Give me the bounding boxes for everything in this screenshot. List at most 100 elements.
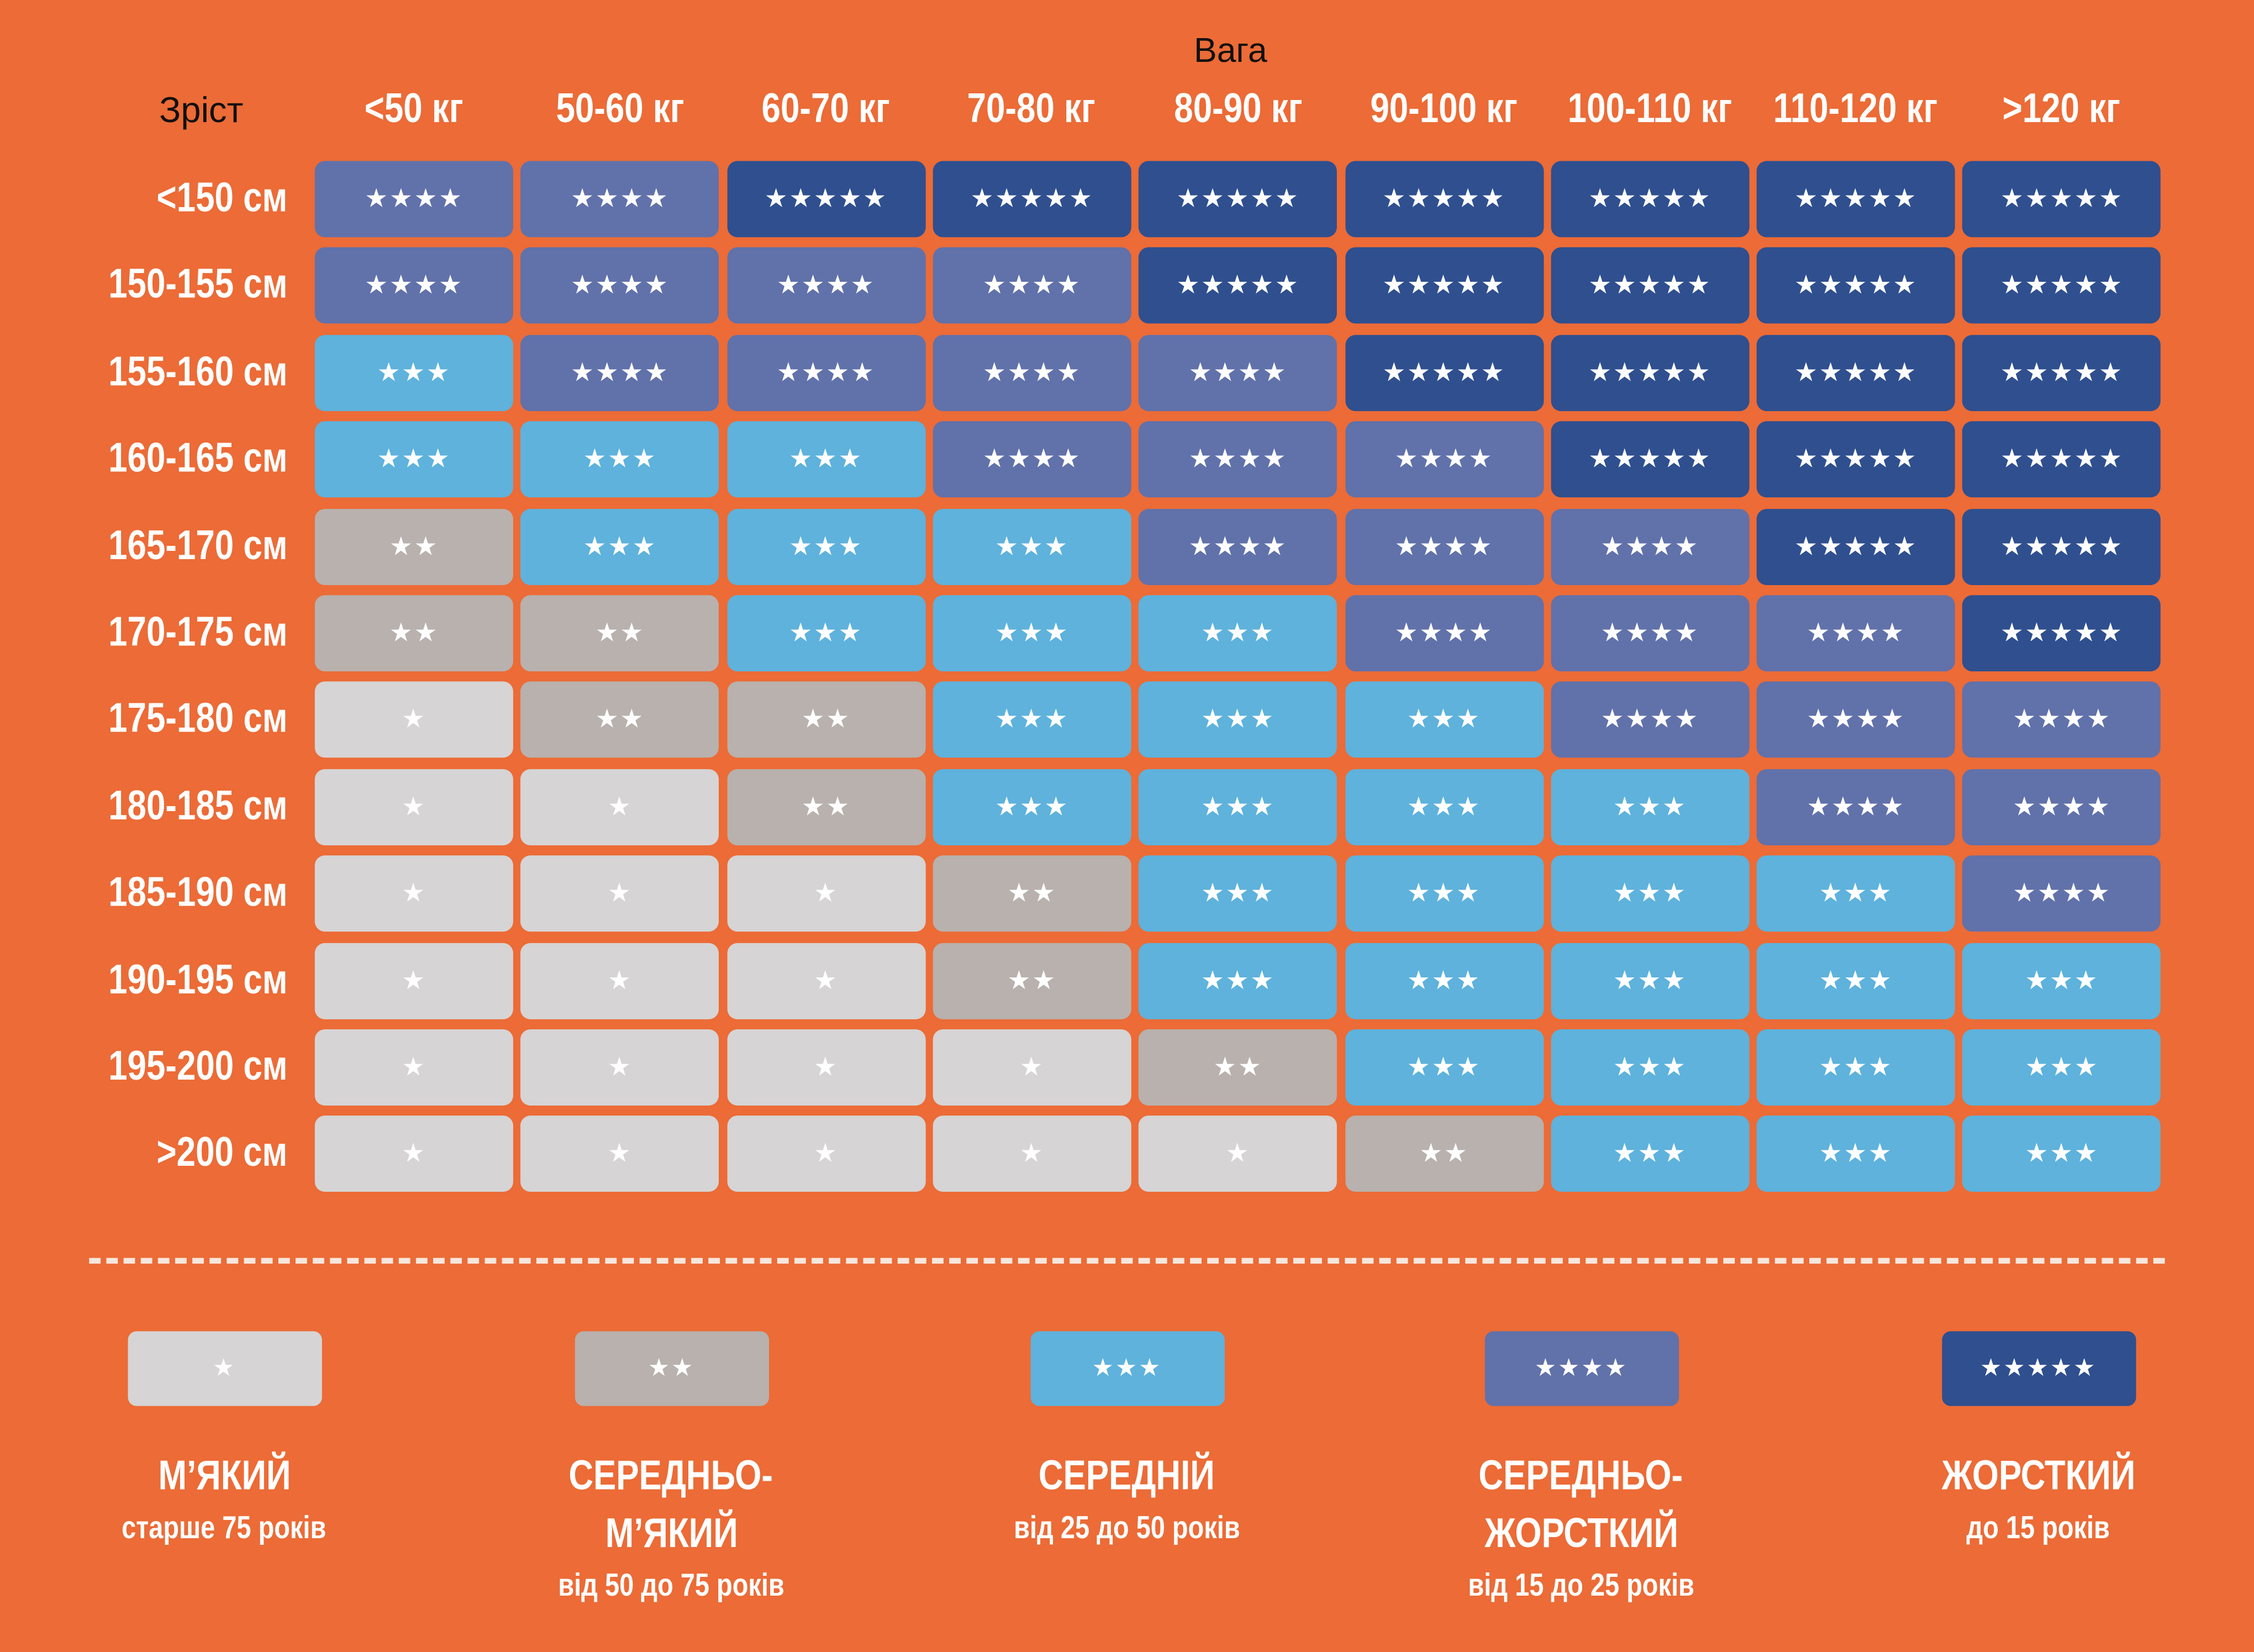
label-text: 165-170 см: [108, 523, 288, 569]
star-icon: ★★: [389, 618, 439, 647]
label-text: 80-90 кг: [1173, 86, 1302, 133]
star-icon: ★★★★: [776, 271, 876, 300]
star-icon: ★★★★★: [1794, 444, 1918, 473]
star-icon: ★★★★★: [2000, 357, 2124, 387]
grid-cell: ★★★: [933, 682, 1131, 759]
star-icon: ★★★★★: [970, 184, 1094, 213]
grid-cell: ★★★: [1139, 769, 1337, 845]
grid-cell: ★★★★: [1345, 508, 1544, 585]
legend-swatch: ★: [127, 1331, 322, 1406]
star-icon: ★★★: [1613, 878, 1687, 908]
star-icon: ★★★★★: [1176, 184, 1300, 213]
grid-cell: ★★★: [1139, 942, 1337, 1019]
star-icon: ★★★: [995, 792, 1069, 821]
star-icon: ★★★: [995, 704, 1069, 734]
star-icon: ★★★★: [2013, 878, 2111, 908]
label-text: СЕРЕДНЬО-: [1479, 1453, 1684, 1500]
star-icon: ★: [813, 1139, 839, 1168]
grid-cell: ★★★: [1139, 855, 1337, 932]
column-header: 100-110 кг: [1535, 86, 1765, 134]
grid-cell: ★★★: [726, 421, 925, 498]
grid-cell: ★★★★: [314, 248, 513, 324]
grid-cell: ★★★★: [1139, 421, 1337, 498]
star-icon: ★★★★: [1188, 444, 1287, 473]
grid-cell: ★★★: [1551, 1116, 1750, 1193]
grid-cell: ★★★★★: [1756, 421, 1955, 498]
star-icon: ★★: [389, 531, 439, 560]
star-icon: ★★★: [1819, 1139, 1893, 1168]
label-text: >120 кг: [2003, 86, 2121, 133]
grid-cell: ★★★: [1139, 595, 1337, 672]
grid-cell: ★★★★: [314, 161, 513, 238]
grid-cell: ★★★★: [1962, 682, 2161, 759]
legend-title: М’ЯКИЙ: [23, 1448, 426, 1505]
star-icon: ★★★★: [1600, 531, 1699, 560]
legend-title-line: ЖОРСТКИЙ: [1380, 1505, 1783, 1562]
star-icon: ★: [402, 704, 426, 734]
grid-cell: ★★★★★: [933, 161, 1131, 238]
star-icon: ★: [402, 965, 426, 995]
grid-cell: ★★★★: [1756, 682, 1955, 759]
star-icon: ★★★: [2025, 1139, 2099, 1168]
grid-cell: ★★★: [933, 508, 1131, 585]
grid-cell: ★★★★: [933, 421, 1131, 498]
grid-cell: ★★: [1139, 1029, 1337, 1106]
grid-cell: ★: [520, 855, 719, 932]
star-icon: ★★★★★: [2000, 618, 2124, 647]
star-icon: ★★: [647, 1354, 695, 1382]
label-text: 100-110 кг: [1567, 86, 1732, 133]
label-text: старше 75 років: [122, 1509, 326, 1546]
grid-cell: ★★★★: [520, 248, 719, 324]
star-icon: ★★★★★: [2000, 531, 2124, 560]
star-icon: ★★★★: [1394, 618, 1493, 647]
grid-cell: ★★★: [1345, 942, 1544, 1019]
grid-cell: ★★★: [1551, 855, 1750, 932]
row-header: <150 см: [29, 161, 288, 237]
star-icon: ★★★★: [982, 271, 1082, 300]
column-header: 60-70 кг: [711, 86, 941, 134]
grid-cell: ★★★: [1756, 942, 1955, 1019]
star-icon: ★★★★: [1807, 792, 1905, 821]
star-icon: ★★★: [789, 618, 863, 647]
star-icon: ★★★★: [776, 357, 876, 387]
label-text: до 15 років: [1966, 1509, 2110, 1546]
grid-cell: ★★★: [726, 595, 925, 672]
label-text: 160-165 см: [108, 435, 288, 482]
star-icon: ★★★★: [1534, 1354, 1628, 1382]
star-icon: ★★★★: [982, 444, 1082, 473]
star-icon: ★★★★: [571, 357, 670, 387]
grid-cell: ★★★★: [726, 248, 925, 324]
grid-cell: ★★★★★: [1756, 334, 1955, 411]
star-icon: ★★★★: [1394, 444, 1493, 473]
star-icon: ★★★: [1407, 965, 1481, 995]
star-icon: ★: [813, 965, 839, 995]
star-icon: ★★: [1213, 1052, 1263, 1081]
star-icon: ★★★: [1613, 1052, 1687, 1081]
grid-cell: ★: [726, 1029, 925, 1106]
grid-cell: ★★★: [1345, 855, 1544, 932]
star-icon: ★★★: [1407, 704, 1481, 734]
grid-cell: ★★★★: [933, 248, 1131, 324]
column-header: >120 кг: [1947, 86, 2177, 134]
star-icon: ★★★: [995, 618, 1069, 647]
grid-cell: ★★★★: [1962, 855, 2161, 932]
legend-subtitle: від 50 до 75 років: [470, 1567, 873, 1604]
column-header: 50-60 кг: [505, 86, 735, 134]
star-icon: ★: [1225, 1139, 1251, 1168]
grid-cell: ★★★: [520, 421, 719, 498]
star-icon: ★★★★: [982, 357, 1082, 387]
column-header: 80-90 кг: [1123, 86, 1353, 134]
star-icon: ★★★: [1819, 878, 1893, 908]
label-text: від 25 до 50 років: [1014, 1509, 1240, 1546]
label-text: 180-185 см: [108, 783, 288, 829]
label-text: СЕРЕДНЬО-: [569, 1453, 773, 1500]
label-text: 190-195 см: [108, 956, 288, 1003]
grid-cell: ★: [314, 1116, 513, 1193]
grid-cell: ★★★★: [1551, 682, 1750, 759]
grid-cell: ★★: [933, 942, 1131, 1019]
label-text: від 15 до 25 років: [1468, 1567, 1694, 1603]
row-header: 150-155 см: [29, 248, 287, 324]
column-header: <50 кг: [299, 86, 529, 134]
grid-cell: ★★★★: [1345, 595, 1544, 672]
